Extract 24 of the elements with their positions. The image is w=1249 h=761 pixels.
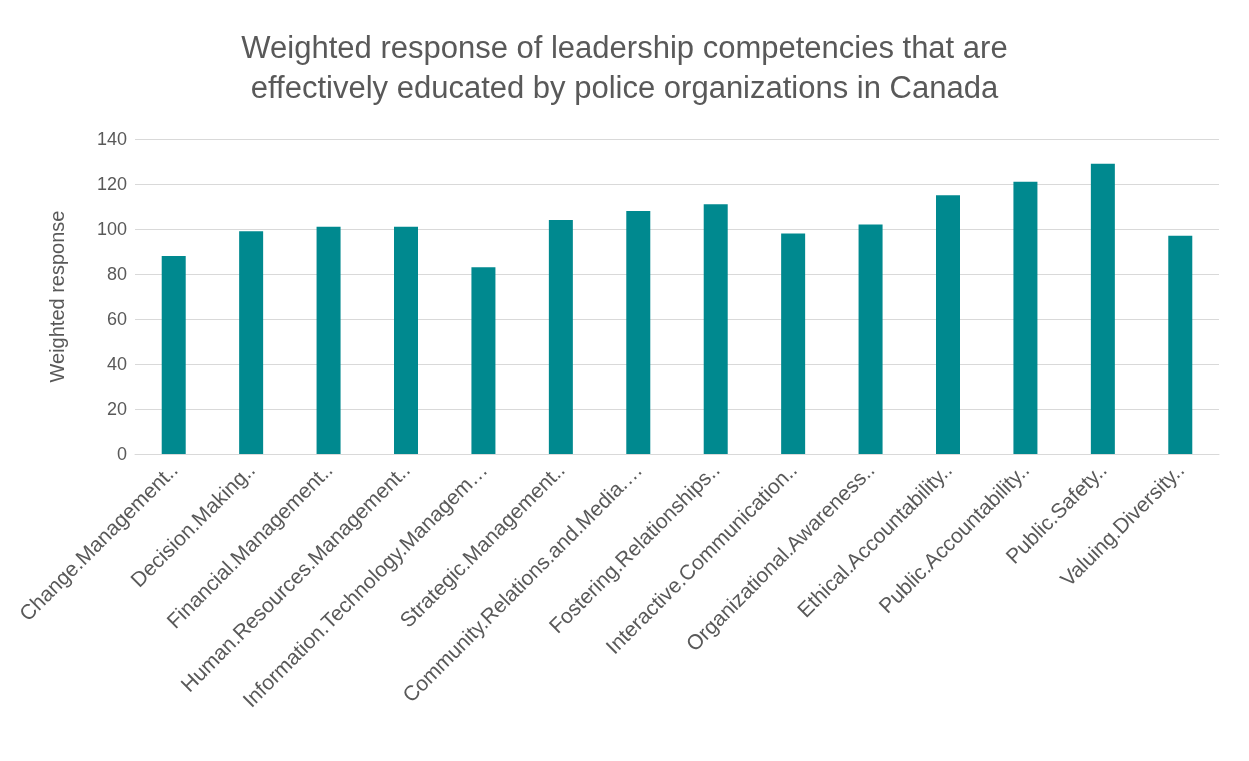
- bar: [161, 256, 186, 454]
- bar: [781, 233, 806, 454]
- bar: [1090, 163, 1115, 454]
- bar: [316, 226, 341, 454]
- bar: [626, 211, 651, 454]
- bar: [703, 204, 728, 454]
- bar: [239, 231, 264, 454]
- y-tick-label: 60: [106, 309, 127, 329]
- bar: [394, 226, 418, 454]
- bar: [471, 267, 496, 454]
- y-tick-label: 20: [106, 399, 127, 419]
- bar: [548, 220, 573, 454]
- y-axis-title: Weighted response: [46, 210, 68, 383]
- y-tick-label: 120: [96, 174, 127, 194]
- y-tick-label: 80: [106, 264, 127, 284]
- y-tick-label: 140: [96, 129, 127, 149]
- chart-title: Weighted response of leadership competencies that are effectively educated by police organizations in Canada: [241, 29, 1008, 105]
- y-tick-label: 40: [106, 354, 127, 374]
- bar: [936, 195, 960, 454]
- y-tick-label: 0: [116, 444, 127, 464]
- bar: [1013, 181, 1038, 454]
- y-tick-label: 100: [96, 219, 127, 239]
- bar: [858, 224, 883, 454]
- bar: [1168, 235, 1193, 454]
